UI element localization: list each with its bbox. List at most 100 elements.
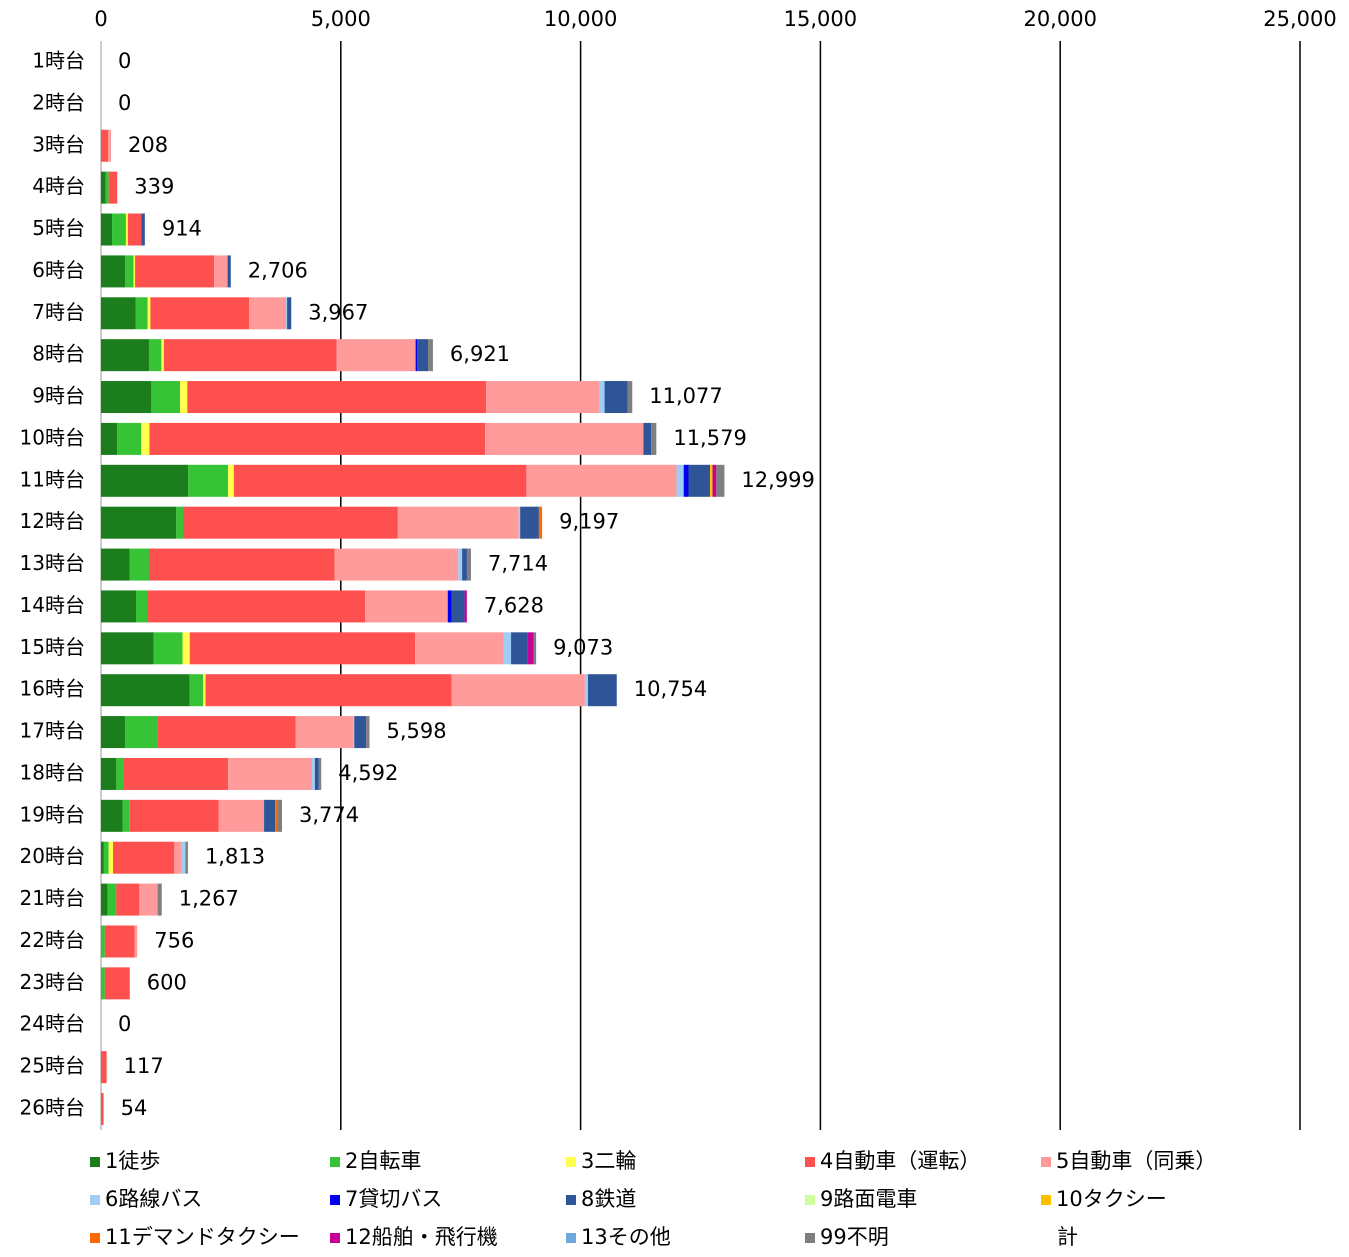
total-label: 1,267	[179, 887, 239, 911]
bar-segment	[181, 841, 186, 874]
bar-segment	[101, 590, 137, 623]
total-label: 1,813	[205, 845, 265, 869]
bar-segment	[189, 674, 204, 707]
bar-segment	[312, 757, 315, 790]
bar-segment	[458, 548, 463, 581]
y-tick-label: 8時台	[32, 342, 85, 366]
legend-swatch	[805, 1233, 815, 1243]
y-tick-label: 6時台	[32, 258, 85, 282]
bar-segment	[710, 464, 713, 497]
bar-segment	[101, 841, 104, 874]
bar-segment	[101, 171, 106, 204]
y-tick-label: 9時台	[32, 384, 85, 408]
bar-segment	[124, 716, 158, 749]
bar-segment	[129, 548, 149, 581]
legend-swatch	[90, 1233, 100, 1243]
legend-swatch	[566, 1157, 576, 1167]
total-label: 7,714	[488, 552, 548, 576]
bar-segment	[129, 799, 219, 832]
y-tick-label: 17時台	[20, 719, 85, 743]
bar-segment	[101, 129, 109, 162]
bar-segment	[182, 632, 190, 665]
bar-segment	[136, 590, 148, 623]
y-tick-label: 18時台	[20, 760, 85, 784]
total-label: 600	[147, 970, 187, 994]
total-label: 0	[118, 91, 131, 115]
bar-segment	[627, 381, 633, 414]
bar-segment	[101, 213, 113, 246]
bar-segment	[180, 381, 188, 414]
bar-segment	[451, 674, 585, 707]
bar-segment	[101, 674, 190, 707]
total-label: 0	[118, 49, 131, 73]
bar-segment	[101, 297, 136, 330]
bar-segment	[112, 841, 175, 874]
legend-swatch	[1041, 1157, 1051, 1167]
bar-segment	[187, 381, 487, 414]
total-label: 0	[118, 1012, 131, 1036]
y-tick-label: 11時台	[20, 467, 85, 491]
bar-segment	[587, 674, 617, 707]
total-label: 7,628	[484, 593, 544, 617]
bar-segment	[188, 464, 229, 497]
bar-segment	[712, 464, 717, 497]
y-tick-label: 4時台	[32, 174, 85, 198]
bar-segment	[133, 255, 136, 288]
legend-label: 1徒歩	[105, 1149, 160, 1173]
bar-segment	[334, 548, 459, 581]
bar-segment	[716, 464, 725, 497]
total-label: 3,774	[299, 803, 359, 827]
bar-segment	[122, 799, 130, 832]
total-label: 9,197	[559, 510, 619, 534]
bar-segment	[101, 464, 189, 497]
bar-segment	[527, 632, 534, 665]
total-label: 117	[124, 1054, 164, 1078]
bar-segment	[123, 757, 229, 790]
legend-swatch	[805, 1157, 815, 1167]
bar-segment	[101, 632, 154, 665]
total-label: 5,598	[386, 719, 446, 743]
bar-segment	[153, 632, 183, 665]
legend-label: 5自動車（同乗）	[1056, 1149, 1216, 1173]
y-tick-label: 13時台	[20, 551, 85, 575]
legend-label: 99不明	[820, 1225, 889, 1249]
y-tick-label: 15時台	[20, 635, 85, 659]
bar-segment	[415, 632, 504, 665]
x-tick-label: 5,000	[311, 7, 371, 31]
y-tick-label: 2時台	[32, 90, 85, 114]
bar-segment	[643, 422, 652, 455]
bar-segment	[228, 757, 313, 790]
bar-segment	[105, 171, 109, 204]
legend-label: 11デマンドタクシー	[105, 1225, 300, 1249]
bar-segment	[139, 883, 158, 916]
bar-segment	[486, 381, 600, 414]
bar-segment	[117, 422, 142, 455]
y-tick-label: 5時台	[32, 216, 85, 240]
total-label: 2,706	[248, 258, 308, 282]
bar-segment	[150, 297, 250, 330]
y-tick-label: 20時台	[20, 844, 85, 868]
total-label: 914	[162, 217, 202, 241]
legend-label: 6路線バス	[105, 1187, 202, 1211]
y-tick-label: 23時台	[20, 970, 85, 994]
bar-segment	[503, 632, 512, 665]
y-tick-label: 26時台	[20, 1096, 85, 1120]
bar-segment	[101, 799, 123, 832]
bar-segment	[101, 339, 149, 372]
total-label: 3,967	[308, 300, 368, 324]
y-tick-label: 24時台	[20, 1012, 85, 1036]
bar-segment	[107, 883, 117, 916]
bar-segment	[101, 716, 125, 749]
x-tick-label: 15,000	[784, 7, 857, 31]
total-label: 11,077	[649, 384, 722, 408]
total-label: 10,754	[634, 677, 707, 701]
y-tick-label: 25時台	[20, 1054, 85, 1078]
legend-swatch	[330, 1157, 340, 1167]
legend-label: 12船舶・飛行機	[345, 1225, 498, 1249]
bar-segment	[101, 422, 118, 455]
legend-label: 計	[1057, 1225, 1078, 1249]
bar-segment	[203, 674, 206, 707]
y-tick-label: 12時台	[20, 509, 85, 533]
bar-segment	[366, 716, 370, 749]
total-label: 12,999	[741, 468, 814, 492]
